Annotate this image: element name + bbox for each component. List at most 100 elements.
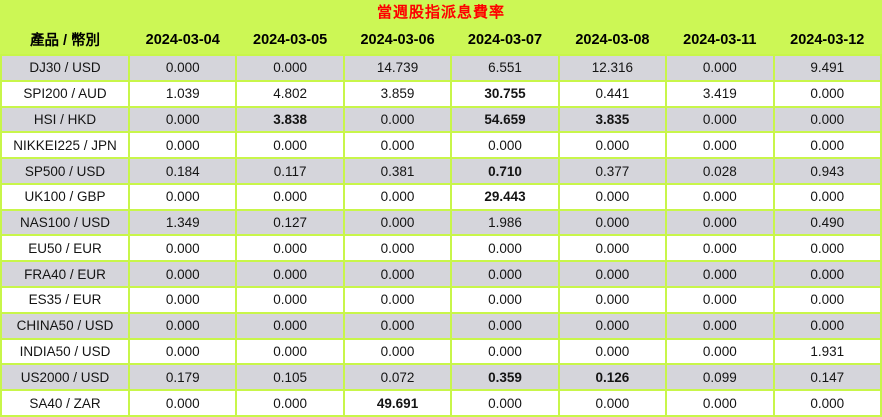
value-cell: 0.000: [127, 260, 238, 289]
product-column-header: 產品 / 幣別: [29, 33, 101, 49]
value-cell: 0.000: [127, 389, 238, 417]
value-cell: 0.000: [772, 234, 882, 263]
value-cell: 0.000: [665, 337, 775, 366]
value-cell: 0.000: [450, 389, 560, 417]
value-cell: 0.028: [665, 157, 775, 185]
value-cell: 0.000: [557, 311, 668, 340]
value-cell: 0.000: [127, 234, 238, 263]
value-cell: 0.000: [665, 260, 775, 289]
value-cell: 0.000: [772, 131, 882, 160]
table-row: SP500 / USD 0.184 0.117 0.381 0.710 0.377 0.02…: [0, 157, 882, 185]
value-cell: 0.000: [772, 182, 882, 211]
value-cell: 0.127: [235, 208, 345, 237]
value-cell: 0.000: [772, 79, 882, 108]
value-cell: 0.000: [450, 337, 560, 366]
value-cell: 0.072: [342, 363, 453, 392]
value-cell: 0.000: [127, 105, 238, 134]
value-cell: 0.000: [450, 260, 560, 289]
table-body: DJ30 / USD 0.000 0.000 14.739 6.551 12.316 0.0…: [0, 54, 882, 417]
value-cell: 54.659: [450, 105, 560, 134]
value-cell: 0.000: [342, 234, 453, 263]
table-row: HSI / HKD 0.000 3.838 0.000 54.659 3.835 0.000…: [0, 105, 882, 134]
value-cell: 0.000: [450, 311, 560, 340]
table-row: EU50 / EUR 0.000 0.000 0.000 0.000 0.000 0.000…: [0, 234, 882, 263]
table-row: INDIA50 / USD 0.000 0.000 0.000 0.000 0.000 0.…: [0, 337, 882, 366]
value-cell: 0.441: [557, 79, 668, 108]
value-cell: 0.000: [557, 234, 668, 263]
value-cell: 0.000: [665, 389, 775, 417]
value-cell: 0.000: [342, 105, 453, 134]
value-cell: 0.000: [665, 105, 775, 134]
value-cell: 0.000: [235, 389, 345, 417]
table-row: DJ30 / USD 0.000 0.000 14.739 6.551 12.316 0.0…: [0, 54, 882, 82]
value-cell: 0.000: [772, 260, 882, 289]
value-cell: 0.000: [557, 337, 668, 366]
value-cell: 14.739: [342, 54, 453, 82]
value-cell: 0.000: [235, 182, 345, 211]
date-column-header: 2024-03-08: [575, 31, 650, 48]
table-row: US2000 / USD 0.179 0.105 0.072 0.359 0.126 0.0…: [0, 363, 882, 392]
value-cell: 0.179: [127, 363, 238, 392]
value-cell: 0.000: [772, 286, 882, 314]
product-cell: SPI200 / AUD: [0, 79, 130, 108]
value-cell: 0.000: [127, 286, 238, 314]
product-cell: SA40 / ZAR: [0, 389, 130, 417]
value-cell: 6.551: [450, 54, 560, 82]
value-cell: 0.000: [557, 208, 668, 237]
value-cell: 0.000: [127, 311, 238, 340]
table-row: CHINA50 / USD 0.000 0.000 0.000 0.000 0.000 0.…: [0, 311, 882, 340]
product-cell: US2000 / USD: [0, 363, 130, 392]
table-row: UK100 / GBP 0.000 0.000 0.000 29.443 0.000 0.0…: [0, 182, 882, 211]
value-cell: 0.000: [665, 311, 775, 340]
dividend-table: 產品 / 幣別 2024-03-04 2024-03-05 2024-03-06 202…: [0, 25, 882, 417]
value-cell: 0.490: [772, 208, 882, 237]
date-column-header: 2024-03-07: [467, 31, 543, 48]
value-cell: 0.000: [342, 208, 453, 237]
value-cell: 0.000: [557, 182, 668, 211]
value-cell: 0.000: [557, 389, 668, 417]
value-cell: 0.000: [235, 337, 345, 366]
value-cell: 0.943: [772, 157, 882, 185]
product-cell: NIKKEI225 / JPN: [0, 131, 130, 160]
value-cell: 3.419: [665, 79, 775, 108]
value-cell: 0.000: [665, 286, 775, 314]
date-column-header: 2024-03-12: [790, 31, 865, 48]
table-row: FRA40 / EUR 0.000 0.000 0.000 0.000 0.000 0.00…: [0, 260, 882, 289]
value-cell: 0.000: [342, 131, 453, 160]
value-cell: 9.491: [772, 54, 882, 82]
value-cell: 0.147: [772, 363, 882, 392]
value-cell: 0.377: [557, 157, 668, 185]
value-cell: 1.931: [772, 337, 882, 366]
value-cell: 0.000: [557, 260, 668, 289]
value-cell: 29.443: [450, 182, 560, 211]
value-cell: 0.000: [450, 286, 560, 314]
value-cell: 0.000: [450, 234, 560, 263]
value-cell: 4.802: [235, 79, 345, 108]
value-cell: 0.000: [342, 311, 453, 340]
value-cell: 0.000: [342, 286, 453, 314]
value-cell: 0.000: [772, 311, 882, 340]
product-cell: INDIA50 / USD: [0, 337, 130, 366]
value-cell: 0.000: [772, 105, 882, 134]
value-cell: 0.000: [235, 131, 345, 160]
value-cell: 1.039: [127, 79, 238, 108]
value-cell: 0.000: [557, 286, 668, 314]
value-cell: 0.000: [235, 54, 345, 82]
product-cell: UK100 / GBP: [0, 182, 130, 211]
value-cell: 0.000: [235, 311, 345, 340]
value-cell: 0.000: [127, 131, 238, 160]
value-cell: 0.126: [557, 363, 668, 392]
product-cell: SP500 / USD: [0, 157, 130, 185]
value-cell: 0.000: [127, 337, 238, 366]
value-cell: 0.105: [235, 363, 345, 392]
value-cell: 12.316: [557, 54, 668, 82]
date-column-header: 2024-03-05: [253, 31, 328, 48]
value-cell: 0.000: [127, 182, 238, 211]
value-cell: 49.691: [342, 389, 453, 417]
value-cell: 30.755: [450, 79, 560, 108]
product-cell: NAS100 / USD: [0, 208, 130, 237]
value-cell: 0.000: [772, 389, 882, 417]
value-cell: 0.000: [665, 234, 775, 263]
table-row: SPI200 / AUD 1.039 4.802 3.859 30.755 0.441 3.…: [0, 79, 882, 108]
product-cell: FRA40 / EUR: [0, 260, 130, 289]
